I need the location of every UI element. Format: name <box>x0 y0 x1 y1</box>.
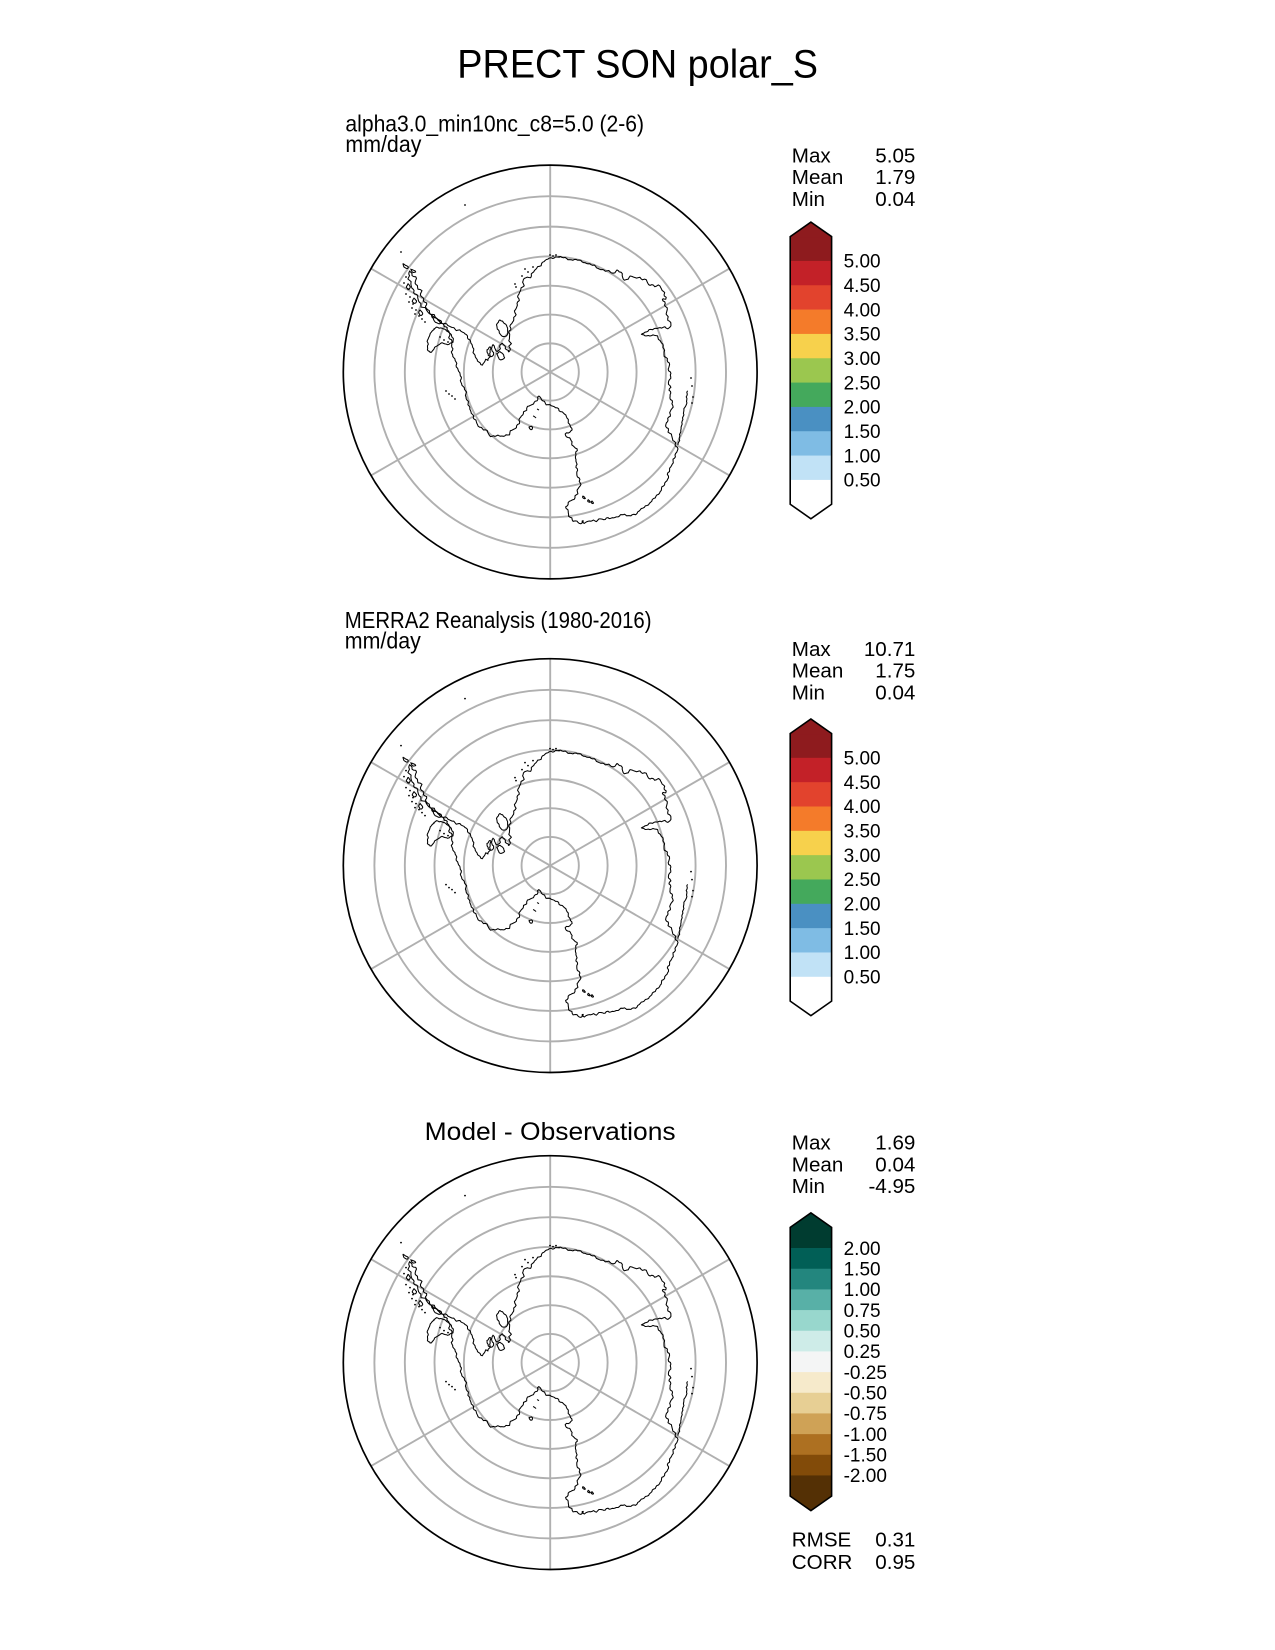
svg-text:5.05: 5.05 <box>875 144 915 167</box>
svg-text:Model - Observations: Model - Observations <box>425 1118 676 1146</box>
svg-text:Mean: Mean <box>792 660 844 683</box>
svg-text:5.00: 5.00 <box>844 252 881 273</box>
svg-text:0.25: 0.25 <box>844 1342 881 1363</box>
svg-text:0.04: 0.04 <box>875 1153 915 1176</box>
svg-text:alpha3.0_min10nc_c8=5.0 (2-6): alpha3.0_min10nc_c8=5.0 (2-6) <box>345 111 644 137</box>
svg-text:-0.50: -0.50 <box>844 1383 887 1404</box>
svg-text:RMSE: RMSE <box>792 1529 852 1552</box>
svg-text:PRECT SON polar_S: PRECT SON polar_S <box>457 43 818 87</box>
svg-text:4.00: 4.00 <box>844 797 881 818</box>
svg-text:Mean: Mean <box>792 1153 844 1176</box>
svg-text:-1.50: -1.50 <box>844 1445 887 1466</box>
svg-text:3.00: 3.00 <box>844 349 881 370</box>
svg-text:Mean: Mean <box>792 166 844 189</box>
svg-text:3.50: 3.50 <box>844 822 881 843</box>
svg-text:-2.00: -2.00 <box>844 1466 887 1487</box>
svg-text:CORR: CORR <box>792 1551 853 1574</box>
svg-text:2.50: 2.50 <box>844 870 881 891</box>
svg-text:Min: Min <box>792 188 825 211</box>
svg-text:2.00: 2.00 <box>844 895 881 916</box>
svg-text:4.50: 4.50 <box>844 773 881 794</box>
svg-text:Min: Min <box>792 682 825 705</box>
svg-text:4.50: 4.50 <box>844 276 881 297</box>
svg-text:2.50: 2.50 <box>844 373 881 394</box>
svg-text:1.50: 1.50 <box>844 1259 881 1280</box>
svg-text:2.00: 2.00 <box>844 1239 881 1260</box>
svg-text:Max: Max <box>792 638 832 661</box>
svg-text:1.00: 1.00 <box>844 1280 881 1301</box>
svg-text:1.75: 1.75 <box>875 660 915 683</box>
svg-text:1.50: 1.50 <box>844 919 881 940</box>
svg-text:mm/day: mm/day <box>345 131 421 157</box>
svg-text:Min: Min <box>792 1175 825 1198</box>
svg-text:0.04: 0.04 <box>875 188 915 211</box>
svg-text:Max: Max <box>792 1132 832 1155</box>
svg-text:3.50: 3.50 <box>844 325 881 346</box>
svg-text:0.50: 0.50 <box>844 968 881 989</box>
svg-text:4.00: 4.00 <box>844 300 881 321</box>
svg-text:mm/day: mm/day <box>345 628 421 654</box>
svg-text:0.75: 0.75 <box>844 1301 881 1322</box>
svg-text:2.00: 2.00 <box>844 398 881 419</box>
svg-text:0.95: 0.95 <box>875 1551 915 1574</box>
svg-text:-1.00: -1.00 <box>844 1425 887 1446</box>
svg-text:-4.95: -4.95 <box>868 1175 915 1198</box>
svg-text:0.50: 0.50 <box>844 471 881 492</box>
svg-text:1.00: 1.00 <box>844 943 881 964</box>
svg-text:3.00: 3.00 <box>844 846 881 867</box>
svg-text:1.79: 1.79 <box>875 166 915 189</box>
svg-text:1.50: 1.50 <box>844 422 881 443</box>
svg-text:-0.75: -0.75 <box>844 1404 887 1425</box>
svg-text:Max: Max <box>792 144 832 167</box>
svg-text:-0.25: -0.25 <box>844 1363 887 1384</box>
svg-text:1.00: 1.00 <box>844 446 881 467</box>
svg-text:0.04: 0.04 <box>875 682 915 705</box>
svg-text:1.69: 1.69 <box>875 1132 915 1155</box>
svg-text:0.31: 0.31 <box>875 1529 915 1552</box>
svg-text:0.50: 0.50 <box>844 1321 881 1342</box>
svg-text:5.00: 5.00 <box>844 749 881 770</box>
svg-text:10.71: 10.71 <box>864 638 916 661</box>
svg-text:MERRA2 Reanalysis (1980-2016): MERRA2 Reanalysis (1980-2016) <box>345 607 652 633</box>
